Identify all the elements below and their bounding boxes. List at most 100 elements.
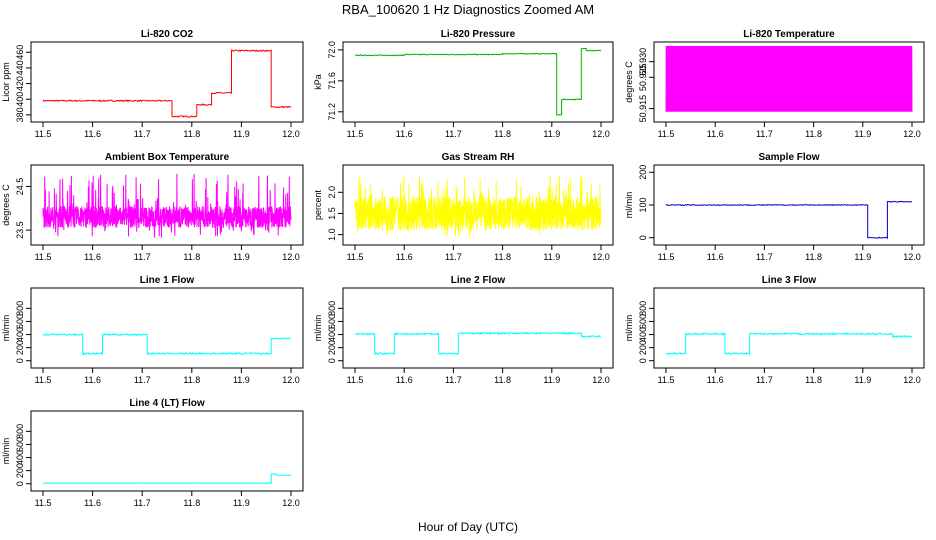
x-tick-label: 11.8	[805, 252, 822, 262]
panel-title: Ambient Box Temperature	[105, 152, 230, 163]
panel-title: Sample Flow	[758, 152, 819, 163]
panel-3: Li-820 Temperature degrees C 11.5 11.6 11.7 1…	[624, 29, 925, 139]
y-tick-label: 600	[15, 437, 25, 452]
x-tick-label: 11.9	[233, 375, 250, 385]
y-tick-label: 200	[327, 340, 337, 355]
y-tick-label: 800	[15, 424, 25, 439]
x-tick-label: 11.7	[756, 252, 773, 262]
x-tick-label: 11.9	[233, 129, 250, 139]
series-line	[665, 332, 913, 356]
x-tick-label: 11.7	[445, 252, 462, 262]
y-axis-label: ml/min	[624, 315, 634, 342]
panel-10: Line 4 (LT) Flow ml/min 11.5 11.6 11.7 11.8 11…	[1, 398, 304, 508]
y-tick-label: 0	[15, 481, 25, 486]
x-tick-label: 11.6	[396, 129, 413, 139]
y-tick-label: 1.5	[327, 207, 337, 220]
y-tick-label: 50.915	[638, 95, 648, 123]
x-tick-label: 12.0	[282, 498, 300, 508]
y-tick-label: 600	[327, 314, 337, 329]
series-line	[42, 173, 292, 238]
x-tick-label: 11.9	[233, 252, 250, 262]
y-tick-label: 50.930	[638, 48, 648, 76]
series-line	[43, 473, 292, 484]
x-tick-label: 11.8	[494, 375, 511, 385]
x-tick-label: 11.6	[84, 252, 101, 262]
y-tick-label: 50.925	[638, 64, 648, 92]
plot-frame	[342, 164, 614, 246]
x-tick-label: 11.6	[396, 375, 413, 385]
x-tick-label: 11.5	[35, 375, 52, 385]
x-tick-label: 11.9	[543, 129, 560, 139]
y-tick-label: 440	[15, 60, 25, 75]
series-line	[665, 45, 913, 112]
x-tick-label: 11.7	[445, 129, 462, 139]
panel-title: Line 1 Flow	[140, 275, 195, 286]
y-axis-label: Licor ppm	[1, 62, 11, 102]
x-tick-label: 11.6	[396, 252, 413, 262]
y-tick-label: 71.2	[327, 103, 337, 121]
x-tick-label: 11.5	[35, 252, 52, 262]
x-tick-label: 11.8	[183, 375, 200, 385]
figure-x-label: Hour of Day (UTC)	[418, 520, 518, 534]
x-tick-label: 11.6	[84, 498, 101, 508]
x-tick-label: 11.8	[805, 129, 822, 139]
x-tick-label: 11.9	[543, 375, 560, 385]
y-tick-label: 400	[15, 92, 25, 107]
y-tick-label: 0	[638, 235, 648, 240]
x-tick-label: 12.0	[592, 375, 610, 385]
y-tick-label: 420	[15, 76, 25, 91]
y-tick-label: 23.5	[15, 221, 25, 239]
y-axis-label: ml/min	[1, 315, 11, 342]
x-tick-label: 11.7	[134, 129, 151, 139]
y-tick-label: 2.0	[327, 186, 337, 199]
x-tick-label: 12.0	[592, 252, 610, 262]
x-tick-label: 11.9	[854, 252, 871, 262]
y-tick-label: 72.0	[327, 41, 337, 59]
y-tick-label: 800	[327, 301, 337, 316]
panel-8: Line 2 Flow ml/min 11.5 11.6 11.7 11.8 11.9 12.…	[313, 275, 614, 385]
x-tick-label: 11.7	[756, 129, 773, 139]
y-axis-label: ml/min	[624, 192, 634, 219]
panel-6: Sample Flow ml/min 11.5 11.6 11.7 11.8 11.9 12.…	[624, 152, 925, 262]
y-tick-label: 800	[15, 301, 25, 316]
x-tick-label: 12.0	[903, 375, 921, 385]
y-tick-label: 200	[638, 165, 648, 180]
y-tick-label: 400	[327, 327, 337, 342]
panel-title: Li-820 Temperature	[743, 29, 835, 40]
x-tick-label: 12.0	[282, 252, 300, 262]
panel-title: Line 4 (LT) Flow	[129, 398, 205, 409]
x-tick-label: 11.5	[347, 375, 364, 385]
x-tick-label: 11.8	[183, 498, 200, 508]
x-tick-label: 11.5	[658, 252, 675, 262]
y-axis-label: degrees C	[1, 184, 11, 226]
x-tick-label: 11.5	[347, 129, 364, 139]
x-tick-label: 12.0	[903, 252, 921, 262]
y-tick-label: 400	[638, 327, 648, 342]
y-tick-label: 71.6	[327, 72, 337, 90]
panel-title: Gas Stream RH	[442, 152, 515, 163]
series-line	[354, 175, 602, 237]
x-tick-label: 11.5	[347, 252, 364, 262]
x-tick-label: 11.5	[658, 129, 675, 139]
series-line	[42, 49, 292, 118]
x-tick-label: 11.8	[183, 252, 200, 262]
x-tick-label: 11.6	[707, 252, 724, 262]
panel-5: Gas Stream RH percent 11.5 11.6 11.7 11.8 11.9…	[313, 152, 614, 262]
y-tick-label: 400	[15, 327, 25, 342]
panel-1: Li-820 CO2 Licor ppm 11.5 11.6 11.7 11.8 11.9 1…	[1, 29, 304, 139]
y-tick-label: 460	[15, 45, 25, 60]
y-tick-label: 800	[638, 301, 648, 316]
plot-frame	[30, 164, 304, 246]
x-tick-label: 11.5	[35, 498, 52, 508]
x-tick-label: 12.0	[282, 375, 300, 385]
x-tick-label: 11.7	[756, 375, 773, 385]
x-tick-label: 11.9	[543, 252, 560, 262]
plot-frame	[30, 410, 304, 492]
y-axis-label: degrees C	[624, 61, 634, 103]
y-tick-label: 200	[15, 463, 25, 478]
y-tick-label: 600	[638, 314, 648, 329]
x-tick-label: 11.7	[134, 498, 151, 508]
x-tick-label: 11.8	[805, 375, 822, 385]
plot-frame	[30, 41, 304, 123]
x-tick-label: 11.6	[84, 129, 101, 139]
